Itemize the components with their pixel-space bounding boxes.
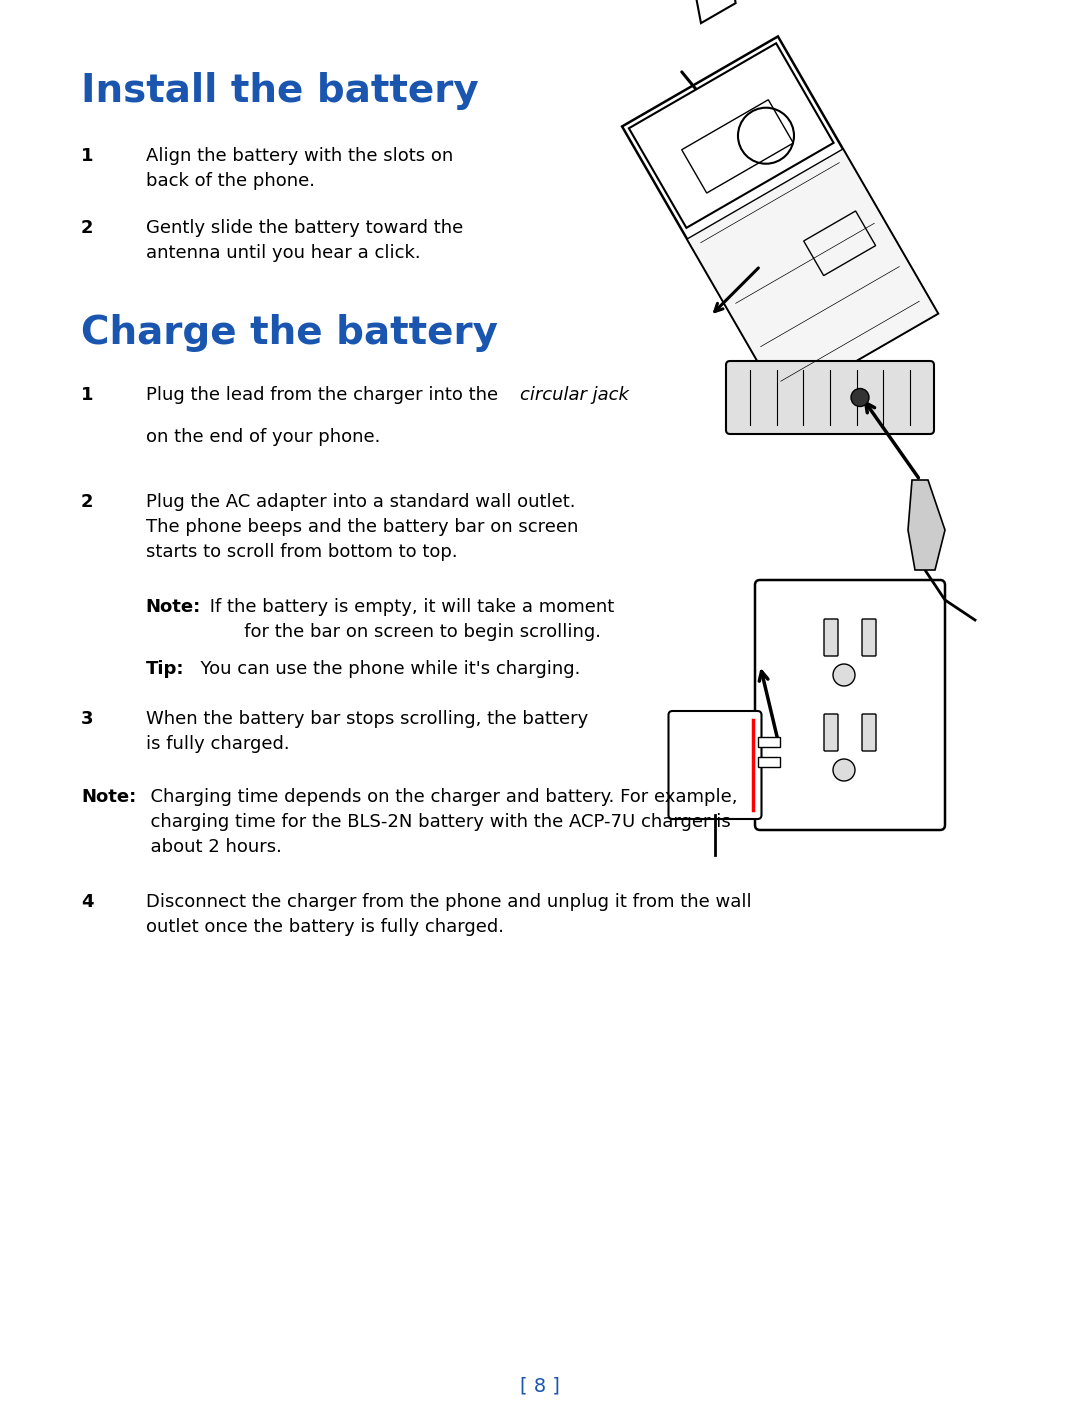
Polygon shape [908,480,945,570]
FancyBboxPatch shape [824,714,838,751]
Text: Charging time depends on the charger and battery. For example,
  charging time f: Charging time depends on the charger and… [139,788,738,856]
FancyBboxPatch shape [862,714,876,751]
Text: Install the battery: Install the battery [81,72,478,110]
Text: When the battery bar stops scrolling, the battery
is fully charged.: When the battery bar stops scrolling, th… [146,710,588,753]
Text: Align the battery with the slots on
back of the phone.: Align the battery with the slots on back… [146,147,453,191]
Text: Plug the lead from the charger into the: Plug the lead from the charger into the [146,385,503,404]
Polygon shape [629,44,834,227]
FancyBboxPatch shape [862,618,876,657]
FancyBboxPatch shape [757,737,780,747]
Text: Tip:: Tip: [146,659,185,678]
FancyBboxPatch shape [726,361,934,433]
Text: Note:: Note: [81,788,136,806]
Text: Charge the battery: Charge the battery [81,313,498,352]
Circle shape [833,760,855,781]
Text: Note:: Note: [146,599,201,616]
Text: circular jack: circular jack [521,385,629,404]
FancyBboxPatch shape [757,757,780,767]
Circle shape [851,388,869,407]
Text: [ 8 ]: [ 8 ] [521,1377,559,1396]
Text: 3: 3 [81,710,94,729]
FancyBboxPatch shape [669,712,761,819]
Text: 2: 2 [81,493,94,511]
Text: Disconnect the charger from the phone and unplug it from the wall
outlet once th: Disconnect the charger from the phone an… [146,892,752,936]
Text: 2: 2 [81,219,94,237]
Text: Gently slide the battery toward the
antenna until you hear a click.: Gently slide the battery toward the ante… [146,219,463,263]
FancyBboxPatch shape [824,618,838,657]
Text: Plug the AC adapter into a standard wall outlet.
The phone beeps and the battery: Plug the AC adapter into a standard wall… [146,493,578,561]
Text: 4: 4 [81,892,94,911]
Polygon shape [622,37,937,404]
Text: on the end of your phone.: on the end of your phone. [146,428,380,446]
Circle shape [833,664,855,686]
Text: If the battery is empty, it will take a moment
       for the bar on screen to b: If the battery is empty, it will take a … [204,599,615,641]
Text: You can use the phone while it's charging.: You can use the phone while it's chargin… [189,659,580,678]
FancyBboxPatch shape [755,580,945,830]
Polygon shape [681,0,735,23]
Polygon shape [687,150,937,404]
Text: 1: 1 [81,147,94,165]
Text: 1: 1 [81,385,94,404]
